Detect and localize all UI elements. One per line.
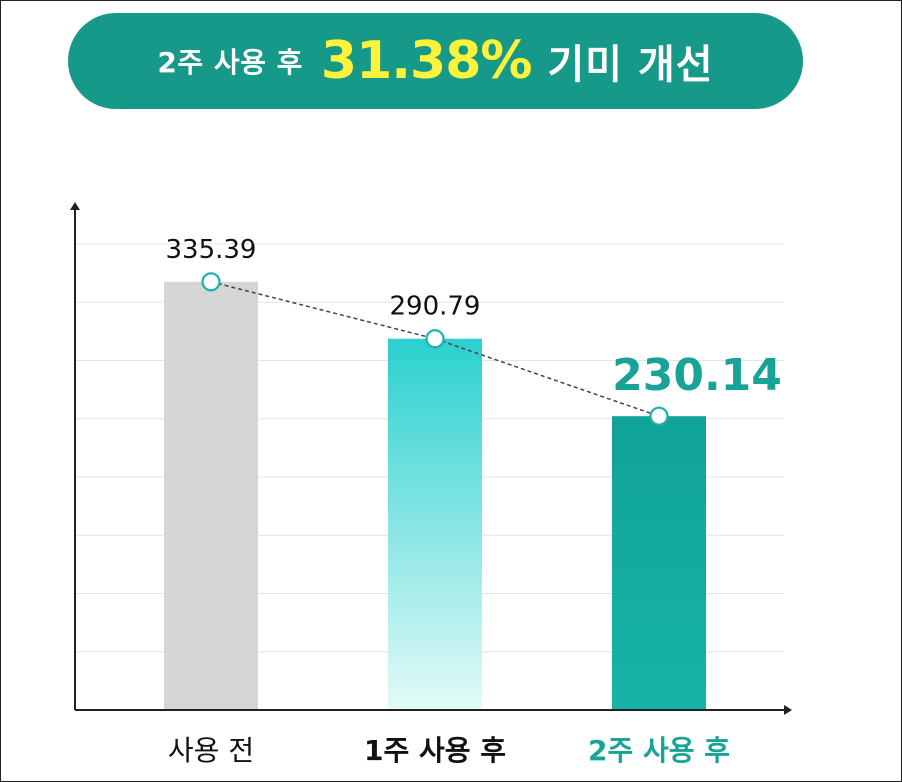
- value-label-1: 335.39: [166, 235, 257, 265]
- bar-1: [164, 281, 258, 710]
- value-label-3: 230.14: [612, 350, 782, 401]
- headline-prefix: 2주 사용 후: [157, 46, 303, 79]
- headline-suffix: 기미 개선: [547, 42, 714, 88]
- labels: 335.39 290.79 230.14 사용 전 1주 사용 후 2주 사용 후: [166, 235, 782, 767]
- category-label-1: 사용 전: [168, 734, 254, 767]
- value-label-2: 290.79: [390, 292, 481, 322]
- trend-point-marker: [201, 272, 221, 292]
- x-axis-arrow-icon: [784, 705, 792, 715]
- bars: [164, 281, 706, 710]
- bar-2: [388, 338, 482, 710]
- axes: [70, 202, 792, 715]
- headline-percent: 31.38%: [320, 31, 533, 91]
- category-label-3: 2주 사용 후: [588, 734, 730, 767]
- headline-banner: 2주 사용 후 31.38% 기미 개선: [68, 13, 803, 109]
- bar-3: [612, 416, 706, 710]
- category-label-2: 1주 사용 후: [364, 734, 506, 767]
- y-axis-arrow-icon: [70, 202, 80, 210]
- trend-point-marker: [425, 329, 445, 349]
- trend-line: [201, 272, 669, 426]
- trend-point-marker: [649, 406, 669, 426]
